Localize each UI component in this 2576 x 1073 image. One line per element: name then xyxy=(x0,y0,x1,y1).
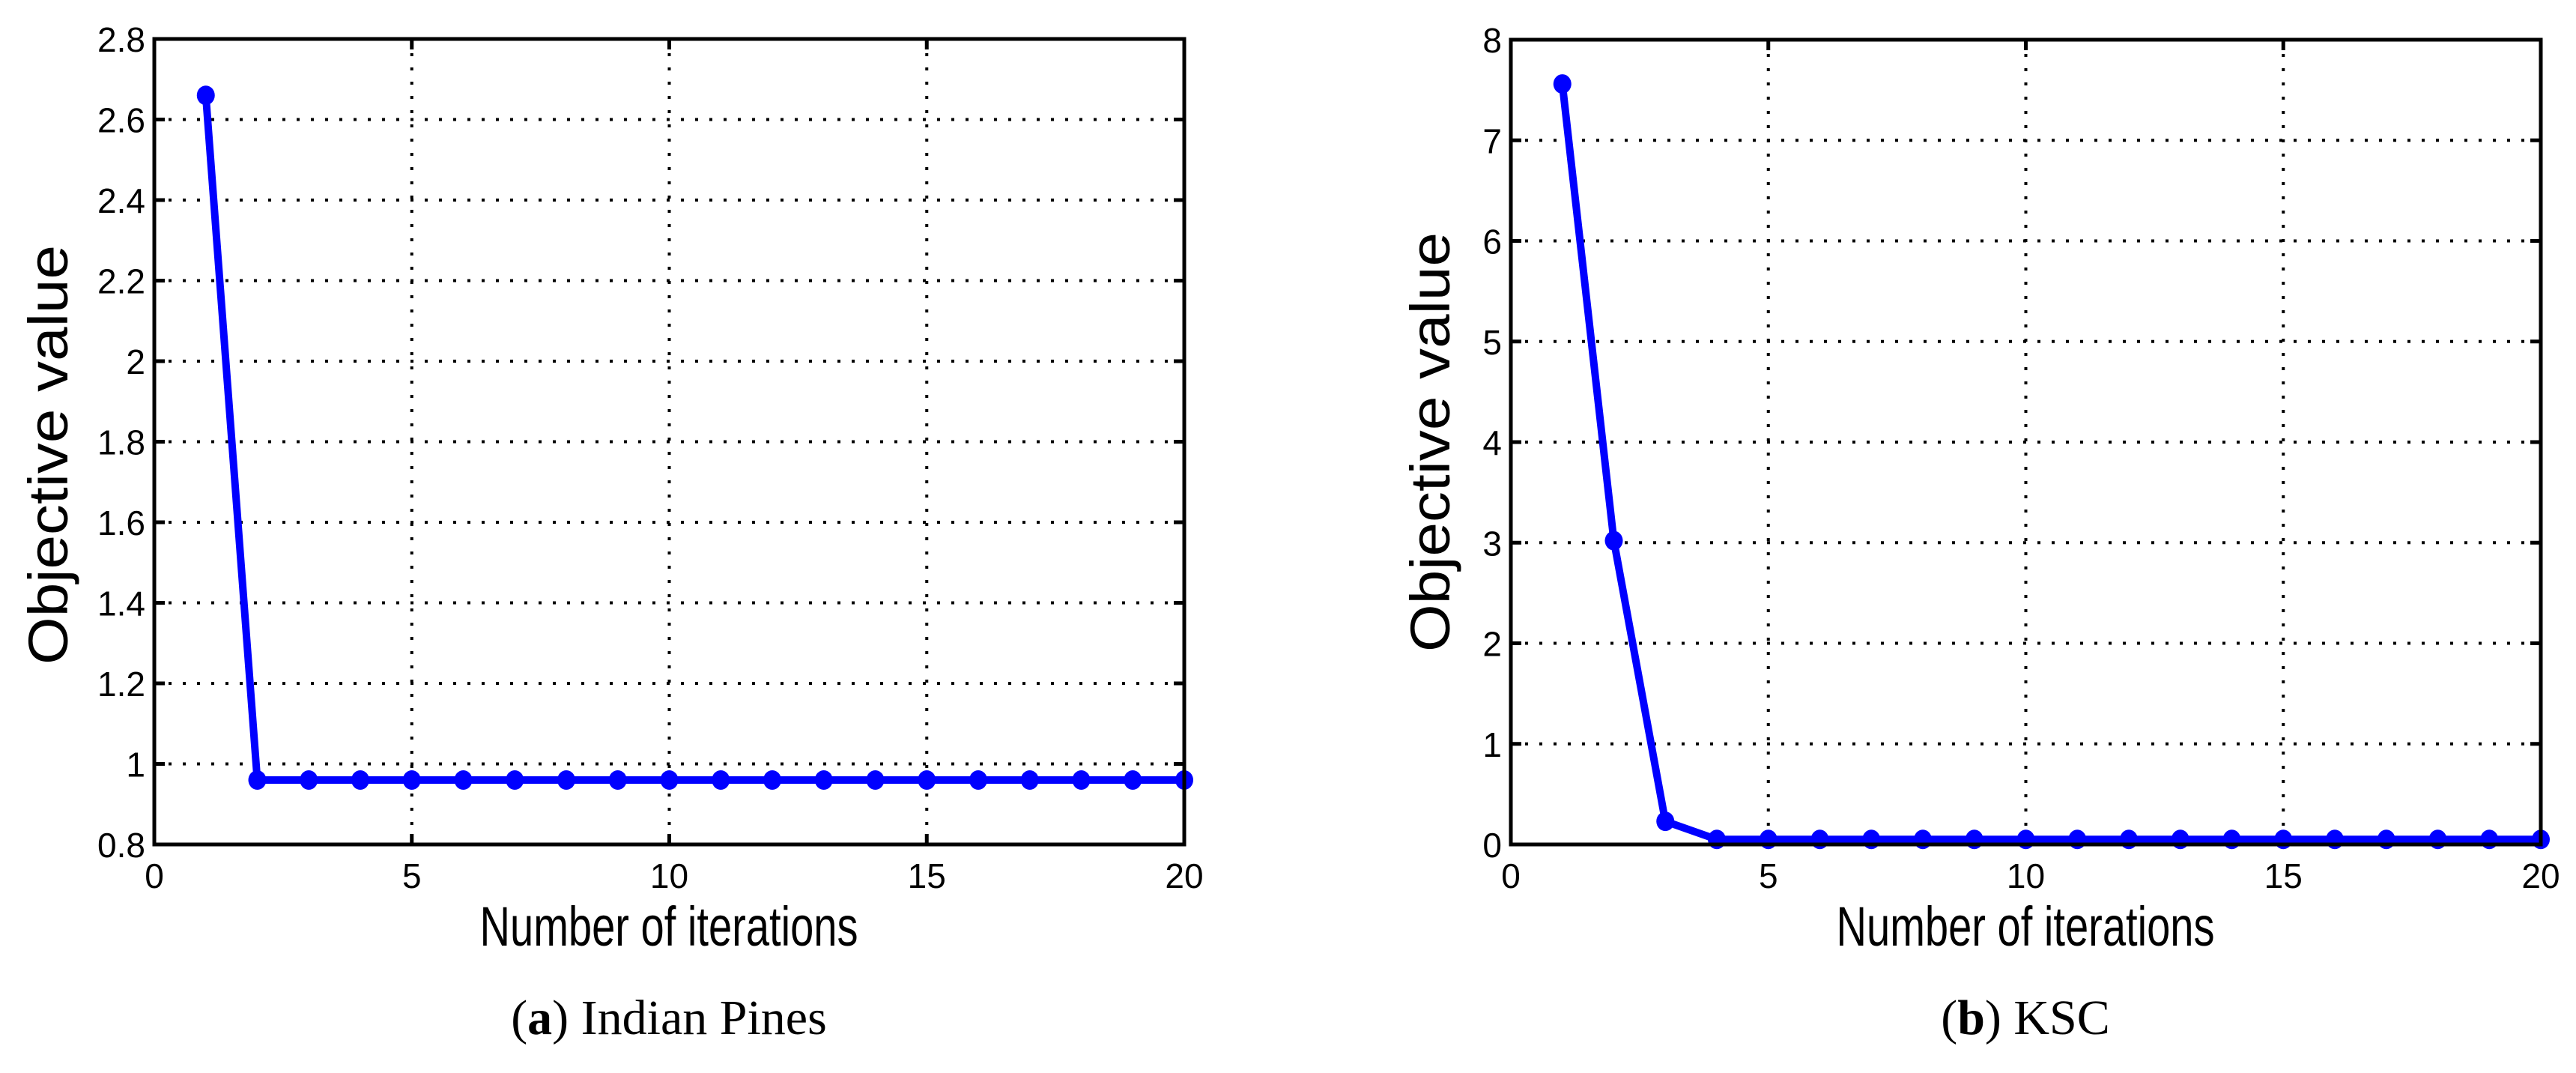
x-tick-label: 5 xyxy=(402,856,422,895)
data-point-marker xyxy=(866,770,885,790)
data-point-marker xyxy=(300,770,318,790)
caption-text: Indian Pines xyxy=(581,991,827,1045)
x-axis-label: Number of iterations xyxy=(480,895,858,958)
x-tick-label: 10 xyxy=(2007,856,2045,895)
x-tick-label: 5 xyxy=(1759,856,1778,895)
data-point-marker xyxy=(351,770,369,790)
y-tick-label: 2.4 xyxy=(97,181,145,220)
x-tick-label: 0 xyxy=(1501,856,1521,895)
y-tick-label: 2 xyxy=(126,342,145,381)
gridlines xyxy=(1511,40,2541,844)
tick-labels: 0 5 10 15 20 0.8 1 1.2 1.4 1.6 1.8 2 2.2 2.4 2.6 2.8 xyxy=(97,20,1204,895)
y-tick-label: 2.8 xyxy=(97,20,145,59)
x-tick-label: 10 xyxy=(650,856,688,895)
y-tick-label: 8 xyxy=(1482,21,1502,60)
data-point-marker xyxy=(1124,770,1142,790)
data-point-marker xyxy=(402,770,421,790)
data-point-marker xyxy=(1020,770,1039,790)
y-axis-label: Objective value xyxy=(17,245,79,665)
plot-frame xyxy=(1509,37,2543,847)
plot-frame xyxy=(152,37,1187,847)
data-point-marker xyxy=(969,770,987,790)
caption-paren-close: ) xyxy=(1985,991,2013,1045)
panel-indian-pines: 0 5 10 15 20 0.8 1 1.2 1.4 1.6 1.8 2 2.2 2.4 2.6 2.8 Nu… xyxy=(17,20,1204,1045)
y-tick-label: 5 xyxy=(1482,323,1502,362)
data-point-marker xyxy=(763,770,781,790)
y-tick-label: 1.2 xyxy=(97,665,145,704)
x-axis-label: Number of iterations xyxy=(1837,895,2215,958)
data-point-marker xyxy=(1656,811,1675,832)
y-tick-label: 0 xyxy=(1482,826,1502,865)
data-point-marker xyxy=(506,770,524,790)
data-point-marker xyxy=(814,770,833,790)
x-tick-label: 15 xyxy=(2264,856,2303,895)
y-tick-label: 2.2 xyxy=(97,262,145,301)
y-tick-label: 1.6 xyxy=(97,504,145,542)
y-tick-label: 2.6 xyxy=(97,101,145,140)
y-tick-label: 1 xyxy=(1482,725,1502,764)
data-point-marker xyxy=(196,85,215,106)
data-point-marker xyxy=(557,770,575,790)
data-series-line xyxy=(196,85,1193,790)
y-tick-label: 3 xyxy=(1482,524,1502,563)
tick-labels: 0 5 10 15 20 0 1 2 3 4 5 6 7 8 xyxy=(1482,21,2560,895)
data-point-marker xyxy=(454,770,473,790)
x-tick-label: 20 xyxy=(2521,856,2560,895)
caption-letter: b xyxy=(1957,991,1985,1045)
caption-text: KSC xyxy=(2013,991,2109,1045)
y-axis-label: Objective value xyxy=(1399,232,1461,652)
y-tick-label: 1.8 xyxy=(97,423,145,462)
y-tick-label: 2 xyxy=(1482,625,1502,664)
data-point-marker xyxy=(608,770,627,790)
data-point-marker xyxy=(1553,74,1572,94)
subfigure-caption: (b) KSC xyxy=(1941,991,2110,1045)
panel-ksc: 0 5 10 15 20 0 1 2 3 4 5 6 7 8 Number of iterations O… xyxy=(1399,21,2560,1045)
caption-paren-open: ( xyxy=(1941,991,1957,1045)
data-point-marker xyxy=(1072,770,1091,790)
data-point-marker xyxy=(660,770,679,790)
subfigure-caption: (a) Indian Pines xyxy=(511,991,827,1045)
caption-paren-close: ) xyxy=(552,991,581,1045)
y-tick-label: 0.8 xyxy=(97,826,145,865)
y-tick-label: 4 xyxy=(1482,423,1502,462)
gridlines xyxy=(154,39,1184,844)
data-point-marker xyxy=(248,770,267,790)
x-tick-label: 20 xyxy=(1165,856,1203,895)
data-point-marker xyxy=(712,770,730,790)
y-tick-label: 7 xyxy=(1482,121,1502,160)
y-tick-label: 1.4 xyxy=(97,584,145,623)
x-tick-label: 0 xyxy=(145,856,164,895)
y-tick-label: 6 xyxy=(1482,223,1502,262)
y-tick-label: 1 xyxy=(126,746,145,785)
x-tick-label: 15 xyxy=(908,856,946,895)
caption-paren-open: ( xyxy=(511,991,527,1045)
caption-letter: a xyxy=(527,991,552,1045)
data-point-marker xyxy=(1604,531,1623,551)
data-point-marker xyxy=(918,770,936,790)
